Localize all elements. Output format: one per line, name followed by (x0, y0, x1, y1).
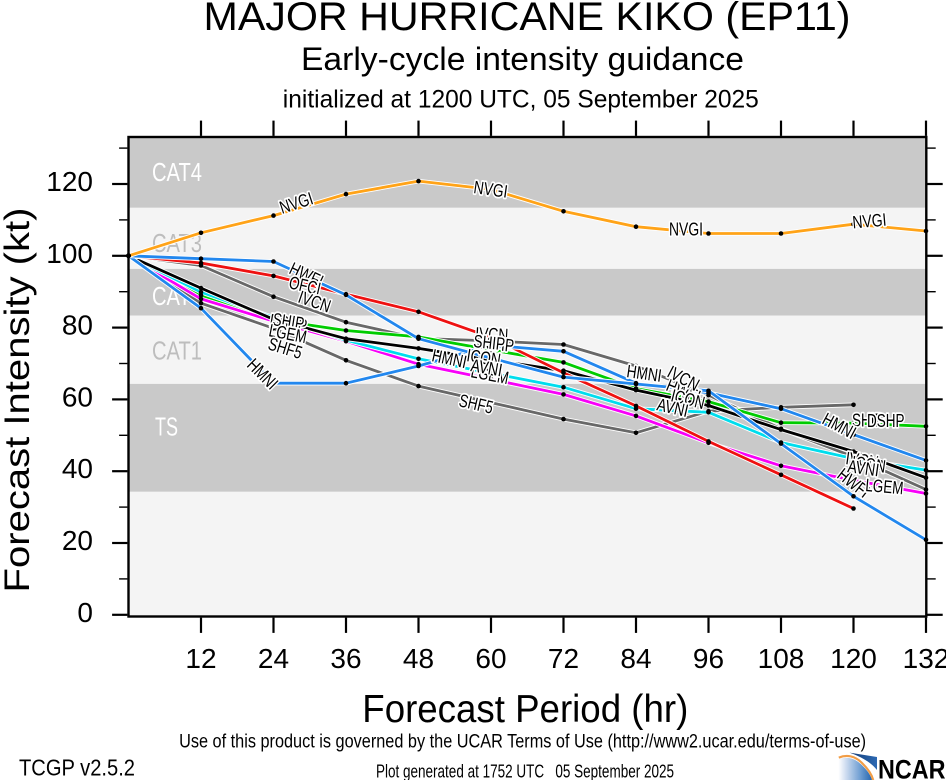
svg-text:Forecast Period (hr): Forecast Period (hr) (362, 688, 688, 731)
svg-text:TCGP v2.5.2: TCGP v2.5.2 (19, 755, 135, 780)
svg-text:Early-cycle intensity guidance: Early-cycle intensity guidance (301, 41, 744, 77)
svg-text:CAT4: CAT4 (152, 157, 202, 187)
svg-text:120: 120 (830, 643, 877, 674)
svg-text:60: 60 (62, 381, 93, 412)
svg-text:LGEM: LGEM (865, 475, 905, 498)
svg-text:TS: TS (155, 412, 178, 442)
svg-text:84: 84 (620, 643, 651, 674)
svg-text:72: 72 (548, 643, 579, 674)
svg-text:AVNI: AVNI (655, 394, 690, 421)
svg-text:DSHP: DSHP (867, 411, 905, 431)
svg-text:CAT1: CAT1 (152, 336, 202, 366)
svg-text:24: 24 (258, 643, 289, 674)
svg-text:MAJOR HURRICANE KIKO (EP11): MAJOR HURRICANE KIKO (EP11) (204, 0, 851, 39)
svg-text:initialized at 1200 UTC, 05 Se: initialized at 1200 UTC, 05 September 20… (283, 86, 759, 114)
svg-text:NVGI: NVGI (669, 220, 703, 240)
svg-text:96: 96 (693, 643, 724, 674)
svg-text:120: 120 (46, 166, 93, 197)
svg-text:12: 12 (185, 643, 216, 674)
svg-text:100: 100 (46, 238, 93, 269)
svg-text:Use of this product is governe: Use of this product is governed by the U… (179, 732, 866, 753)
svg-text:Forecast Intensity (kt): Forecast Intensity (kt) (0, 208, 37, 593)
svg-text:108: 108 (758, 643, 805, 674)
svg-text:20: 20 (62, 525, 93, 556)
svg-text:40: 40 (62, 453, 93, 484)
svg-text:SHIP: SHIP (852, 411, 884, 431)
svg-text:60: 60 (475, 643, 506, 674)
svg-text:36: 36 (330, 643, 361, 674)
svg-text:SHIP: SHIP (473, 331, 506, 354)
svg-text:NCAR: NCAR (878, 755, 946, 780)
svg-text:NVGI: NVGI (852, 210, 888, 233)
svg-text:132: 132 (903, 643, 946, 674)
svg-text:0: 0 (77, 597, 93, 628)
svg-text:AVNI: AVNI (846, 456, 880, 480)
svg-text:48: 48 (403, 643, 434, 674)
svg-text:IVCN: IVCN (475, 324, 509, 346)
svg-text:Plot generated at 1752 UTC 0: Plot generated at 1752 UTC 05 September … (376, 762, 674, 780)
svg-text:80: 80 (62, 310, 93, 341)
svg-text:DSHP: DSHP (476, 332, 515, 356)
